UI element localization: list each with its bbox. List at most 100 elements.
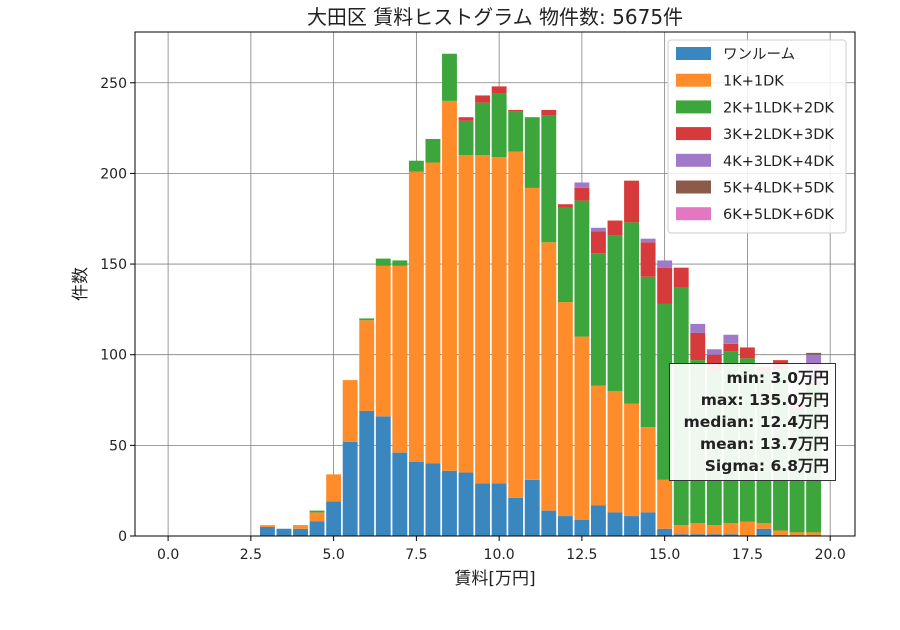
bar-segment (673, 525, 689, 535)
bar-segment (756, 528, 772, 536)
bar-segment (756, 523, 772, 529)
legend-label: 4K+3LDK+4DK (723, 154, 834, 170)
bar-segment (326, 474, 342, 502)
x-tick-label: 17.5 (732, 547, 763, 563)
bar-segment (739, 347, 755, 359)
bar-segment (574, 519, 590, 536)
legend-swatch (676, 207, 711, 221)
bar-segment (458, 155, 474, 473)
legend-swatch (676, 73, 711, 87)
x-axis-ticks: 0.0 2.5 5.0 7.5 10.0 12.5 15.0 17.5 20.0 (157, 536, 846, 563)
bar-segment (392, 452, 408, 536)
bar-segment (624, 403, 639, 517)
bar-segment (342, 380, 358, 442)
legend-label: 5K+4LDK+5DK (723, 181, 834, 197)
bar-segment (673, 534, 689, 536)
bar-segment (491, 157, 507, 484)
legend-label: 6K+5LDK+6DK (723, 207, 834, 223)
bar-segment (392, 265, 408, 453)
bar-segment (591, 231, 606, 254)
stats-max: max: 135.0万円 (700, 391, 829, 409)
bar-segment (259, 526, 275, 536)
bar-segment (673, 267, 689, 288)
bar-segment (475, 155, 491, 484)
x-axis-label: 賃料[万円] (454, 569, 535, 589)
plot-frame (134, 31, 856, 537)
x-tick-label: 7.5 (405, 547, 427, 563)
bar-segment (375, 265, 391, 417)
stats-box: min: 3.0万円 max: 135.0万円 median: 12.4万円 m… (669, 363, 836, 481)
x-tick-label: 12.5 (566, 547, 597, 563)
bar-segment (475, 95, 491, 103)
stats-min: min: 3.0万円 (726, 369, 829, 387)
stats-median: median: 12.4万円 (683, 413, 829, 431)
bar-segment (524, 479, 540, 536)
bar-segment (574, 182, 590, 188)
legend-box (667, 39, 847, 234)
bar-segment (607, 235, 623, 391)
bar-segment (508, 111, 524, 152)
bar-segment (640, 238, 656, 243)
bar-segment (524, 117, 540, 188)
bar-segment (408, 461, 424, 536)
bar-segment (690, 523, 706, 535)
bar-segment (657, 479, 673, 529)
bar-segment (508, 151, 524, 498)
legend-label: 1K+1DK (723, 74, 784, 90)
bar-segment (574, 336, 590, 520)
legend-swatch (676, 100, 711, 114)
bar-segment (541, 109, 557, 116)
bar-segment (723, 343, 739, 352)
bar-segment (425, 138, 441, 163)
x-tick-label: 10.0 (484, 547, 515, 563)
bar-segment (442, 470, 457, 536)
bar-segment (657, 260, 673, 268)
bar-segment (259, 525, 275, 527)
bar-segment (309, 510, 325, 513)
x-tick-label: 15.0 (649, 547, 680, 563)
bar-segment (442, 53, 457, 101)
y-tick-label: 250 (100, 76, 127, 92)
y-tick-label: 200 (100, 166, 127, 182)
legend-swatch (676, 153, 711, 167)
bar-segment (706, 525, 722, 535)
bar-segment (574, 187, 590, 201)
bar-segment (657, 303, 673, 480)
bar-segment (541, 510, 557, 536)
bar-segment (541, 242, 557, 511)
bar-segment (690, 323, 706, 333)
bar-segment (557, 204, 573, 208)
bar-segment (458, 472, 474, 536)
bar-segment (789, 532, 805, 536)
bar-segment (640, 242, 656, 277)
bar-segment (557, 207, 573, 303)
bar-segment (408, 160, 424, 172)
x-tick-label: 2.5 (240, 547, 262, 563)
bar-segment (773, 530, 788, 536)
bar-segment (607, 512, 623, 536)
bar-segment (508, 109, 524, 112)
bar-segment (442, 100, 457, 471)
bar-segment (425, 162, 441, 464)
legend-label: 3K+2LDK+3DK (723, 127, 834, 143)
bar-segment (359, 318, 375, 321)
bar-segment (574, 200, 590, 337)
y-axis-ticks: 0 50 100 150 200 250 (100, 76, 135, 545)
bar-segment (723, 334, 739, 344)
x-tick-label: 0.0 (157, 547, 179, 563)
legend: ワンルーム 1K+1DK 2K+1LDK+2DK 3K+2LDK+3DK 4K+3LDK… (667, 39, 847, 234)
bar-segment (739, 521, 755, 536)
x-tick-label: 5.0 (322, 547, 344, 563)
bar-segment (541, 115, 557, 243)
bar-segment (524, 187, 540, 480)
bar-segment (375, 416, 391, 536)
bar-segment (657, 528, 673, 536)
bar-segment (690, 332, 706, 361)
bar-segment (591, 385, 606, 506)
chart-title: 大田区 賃料ヒストグラム 物件数: 5675件 (307, 5, 683, 29)
legend-label: 2K+1LDK+2DK (723, 100, 834, 116)
bar-segment (342, 441, 358, 536)
bar-segment (591, 227, 606, 232)
bar-segment (557, 302, 573, 517)
